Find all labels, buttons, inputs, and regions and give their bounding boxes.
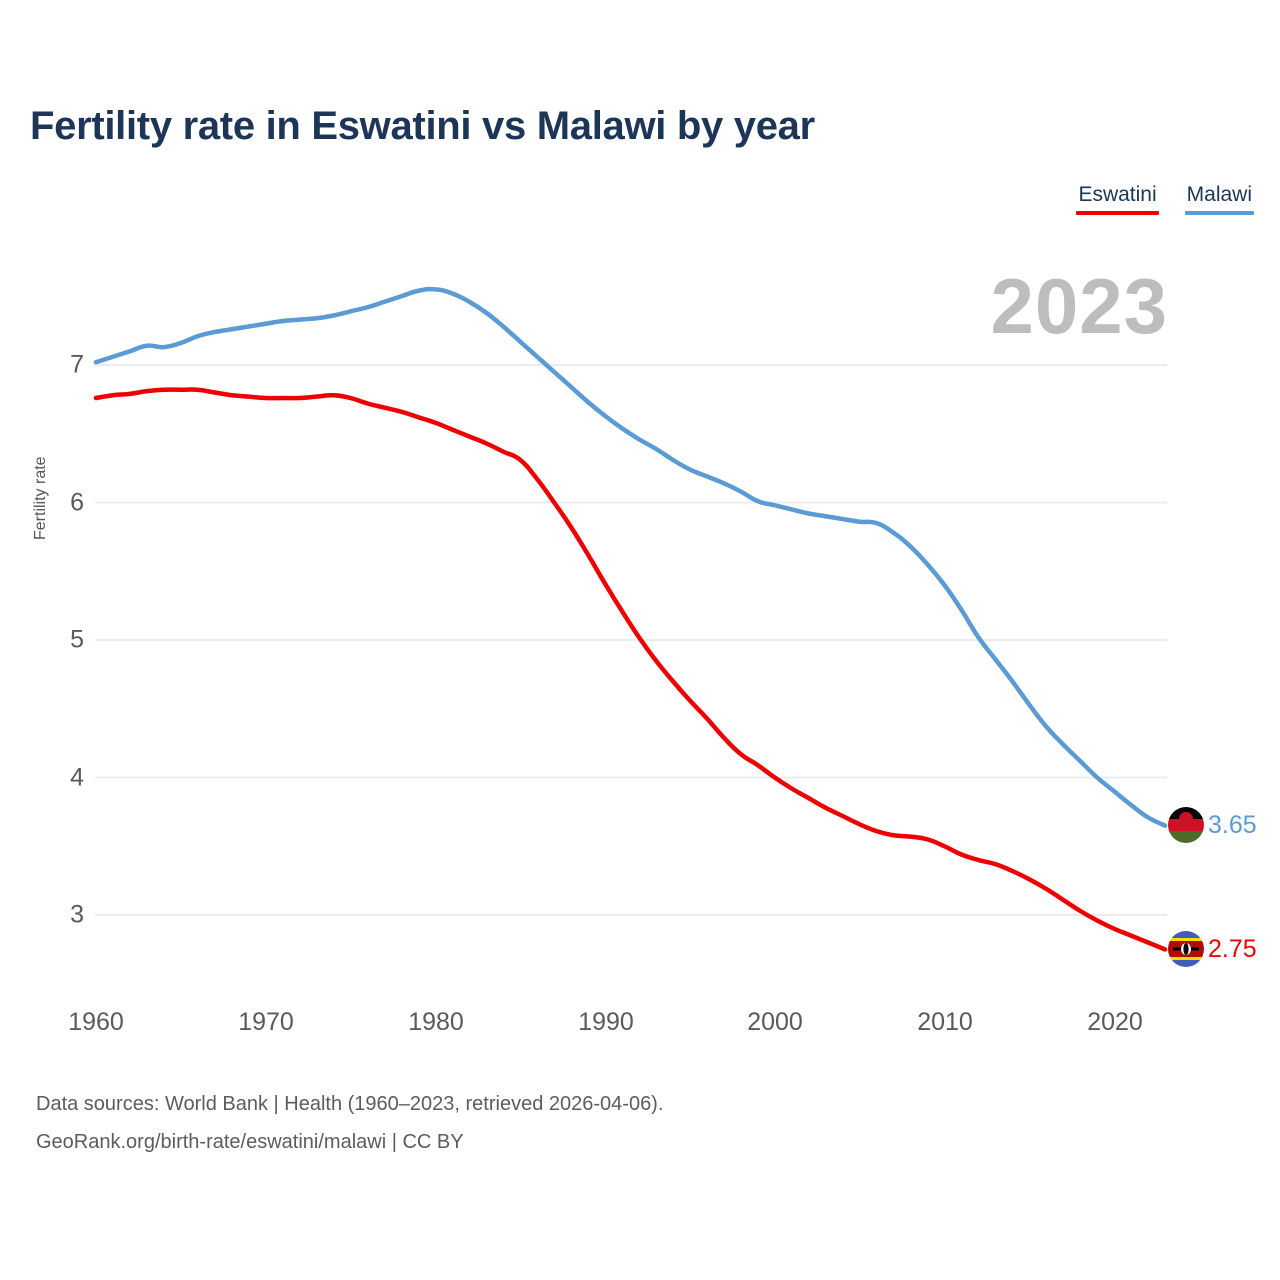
legend-item-eswatini[interactable]: Eswatini xyxy=(1076,182,1159,215)
footer-attribution: Data sources: World Bank | Health (1960–… xyxy=(36,1085,663,1161)
x-tick-2000: 2000 xyxy=(747,1008,803,1036)
data-line-eswatini xyxy=(93,387,1168,952)
eswatini-flag-icon xyxy=(1168,931,1204,967)
footer-line-2: GeoRank.org/birth-rate/eswatini/malawi |… xyxy=(36,1131,464,1153)
page-title: Fertility rate in Eswatini vs Malawi by … xyxy=(30,104,815,148)
legend-color-swatch-malawi xyxy=(1184,211,1254,215)
x-tick-2020: 2020 xyxy=(1087,1008,1143,1036)
x-tick-2010: 2010 xyxy=(917,1008,973,1036)
legend-label-malawi: Malawi xyxy=(1186,183,1252,206)
legend-color-swatch-eswatini xyxy=(1076,211,1159,215)
chart-legend: Eswatini Malawi xyxy=(1076,182,1254,215)
y-tick-7: 7 xyxy=(70,350,84,379)
year-watermark: 2023 xyxy=(990,262,1168,350)
gridlines xyxy=(95,364,1167,916)
endpoint-malawi: 3.65 xyxy=(1168,807,1257,843)
malawi-flag-icon xyxy=(1168,807,1204,843)
x-tick-1990: 1990 xyxy=(578,1008,634,1036)
legend-item-malawi[interactable]: Malawi xyxy=(1184,182,1254,215)
x-tick-1970: 1970 xyxy=(238,1008,294,1036)
endpoint-value-malawi: 3.65 xyxy=(1208,810,1257,839)
x-tick-1960: 1960 xyxy=(68,1008,124,1036)
y-tick-6: 6 xyxy=(70,488,84,516)
endpoint-eswatini: 2.75 xyxy=(1168,931,1257,967)
y-tick-4: 4 xyxy=(70,763,84,791)
x-tick-1980: 1980 xyxy=(408,1008,464,1036)
y-tick-5: 5 xyxy=(70,625,84,654)
footer-line-1: Data sources: World Bank | Health (1960–… xyxy=(36,1093,664,1115)
data-line-malawi xyxy=(93,286,1168,828)
legend-label-eswatini: Eswatini xyxy=(1078,183,1157,206)
endpoint-value-eswatini: 2.75 xyxy=(1208,934,1257,963)
y-tick-3: 3 xyxy=(70,900,84,929)
